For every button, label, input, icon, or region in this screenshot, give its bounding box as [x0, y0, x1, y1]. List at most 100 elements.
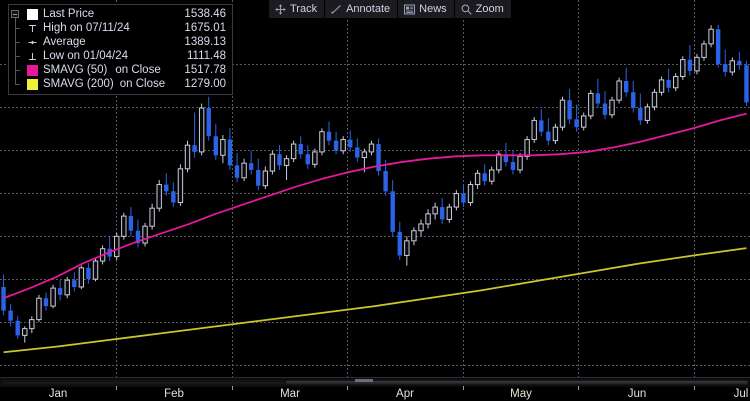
axis-month-label: Jun — [627, 388, 647, 400]
chart-bottom-axis: Jan Feb Mar Apr May Jun Jul — [0, 377, 750, 401]
candle-body — [729, 60, 736, 73]
candle-body — [198, 107, 205, 153]
legend-row-low[interactable]: Low on 01/04/24 1111.48 — [9, 49, 232, 63]
candle-body — [340, 139, 346, 152]
candle-body — [588, 92, 594, 117]
axis-tick — [116, 386, 117, 390]
candle-body — [737, 60, 742, 66]
tree-branch — [9, 21, 27, 35]
toolbar-button-news[interactable]: News — [398, 0, 455, 18]
candle-body — [220, 139, 226, 156]
candle-body — [432, 206, 438, 215]
toolbar-button-annotate[interactable]: Annotate — [325, 0, 399, 18]
candle-body — [206, 108, 211, 137]
horizontal-scrollbar[interactable] — [0, 377, 750, 387]
toolbar-button-track[interactable]: Track — [268, 0, 326, 18]
tree-branch — [9, 49, 27, 63]
candle-body — [701, 43, 707, 58]
candle-body — [531, 119, 537, 141]
candle-body — [453, 193, 460, 208]
tree-branch — [9, 35, 27, 49]
toolbar-button-zoom[interactable]: Zoom — [454, 0, 512, 18]
sma200-line — [3, 247, 747, 354]
gridline-horizontal — [0, 279, 750, 280]
legend-value: 1279.00 — [184, 78, 226, 90]
candle-body — [602, 103, 608, 115]
candle-body — [15, 320, 20, 336]
candle-body — [248, 163, 254, 170]
candle-body — [114, 235, 120, 258]
candle-body — [128, 216, 134, 231]
legend-row-last-price[interactable]: Last Price 1538.46 — [9, 7, 232, 21]
scrollbar-thumb[interactable] — [3, 381, 286, 386]
legend-row-smavg-50[interactable]: SMAVG (50) on Close 1517.78 — [9, 63, 232, 77]
candle-body — [1, 286, 6, 311]
candle-body — [312, 151, 318, 165]
scrollbar-grip[interactable] — [355, 379, 373, 382]
candle-body — [510, 162, 516, 170]
axis-tick — [232, 386, 233, 390]
legend-label: High on 07/11/24 — [43, 22, 130, 34]
candle-body — [283, 158, 290, 166]
yellow-square-swatch — [27, 78, 38, 90]
candle-body — [227, 139, 233, 166]
legend-label: Average — [43, 36, 86, 48]
candle-body — [397, 231, 402, 256]
candle-body — [440, 207, 445, 220]
candle-body — [213, 136, 218, 156]
legend-row-high[interactable]: High on 07/11/24 1675.01 — [9, 21, 232, 35]
candle-body — [574, 119, 579, 128]
candle-body — [376, 144, 381, 172]
candle-body — [43, 298, 49, 307]
low-tee-icon — [27, 51, 38, 62]
candle-body — [390, 191, 395, 232]
candle-body — [482, 173, 487, 182]
chart-legend-panel: Last Price 1538.46 High on 07/11/24 1675… — [8, 4, 233, 95]
pencil-line-icon — [331, 4, 342, 15]
gridline-horizontal — [0, 193, 750, 194]
gridline-horizontal — [0, 322, 750, 323]
candle-body — [524, 139, 530, 157]
candle-body — [474, 172, 481, 186]
candle-body — [383, 171, 388, 192]
chart-toolbar: Track Annotate N — [268, 0, 512, 19]
axis-month-label: Jul — [733, 388, 749, 400]
candle-body — [503, 154, 509, 163]
legend-row-smavg-200[interactable]: SMAVG (200) on Close 1279.00 — [9, 77, 232, 91]
candle-body — [86, 267, 91, 280]
candle-body — [567, 100, 572, 120]
candle-body — [8, 310, 13, 321]
candle-body — [644, 106, 651, 121]
candle-body — [184, 144, 191, 170]
candle-body — [22, 328, 28, 336]
candle-body — [269, 153, 276, 172]
scrollbar-track[interactable] — [2, 380, 748, 386]
gridline-horizontal — [0, 365, 750, 366]
candle-body — [446, 206, 452, 220]
candle-body — [651, 91, 658, 108]
legend-sublabel: on Close — [115, 64, 161, 76]
legend-value: 1675.01 — [184, 22, 226, 34]
candle-body — [517, 155, 523, 171]
candle-body — [666, 79, 671, 88]
toolbar-button-annotate-label: Annotate — [346, 3, 391, 15]
candle-body — [552, 126, 559, 142]
candle-body — [241, 162, 247, 179]
candle-body — [673, 76, 679, 89]
candle-body — [121, 215, 127, 237]
tree-collapse-toggle[interactable] — [9, 7, 27, 21]
chart-plot-area[interactable] — [0, 0, 750, 377]
gridline-vertical — [347, 0, 348, 377]
candle-body — [29, 319, 35, 330]
candle-body — [418, 223, 424, 232]
axis-month-label: Mar — [280, 388, 300, 400]
candle-body — [333, 140, 339, 151]
gridline-vertical — [116, 0, 117, 377]
candle-body — [631, 92, 636, 109]
candle-body — [298, 144, 303, 155]
legend-row-average[interactable]: Average 1389.13 — [9, 35, 232, 49]
candle-body — [744, 65, 749, 103]
candle-body — [411, 230, 417, 242]
gridline-vertical — [578, 0, 579, 377]
gridline-vertical — [232, 0, 233, 377]
